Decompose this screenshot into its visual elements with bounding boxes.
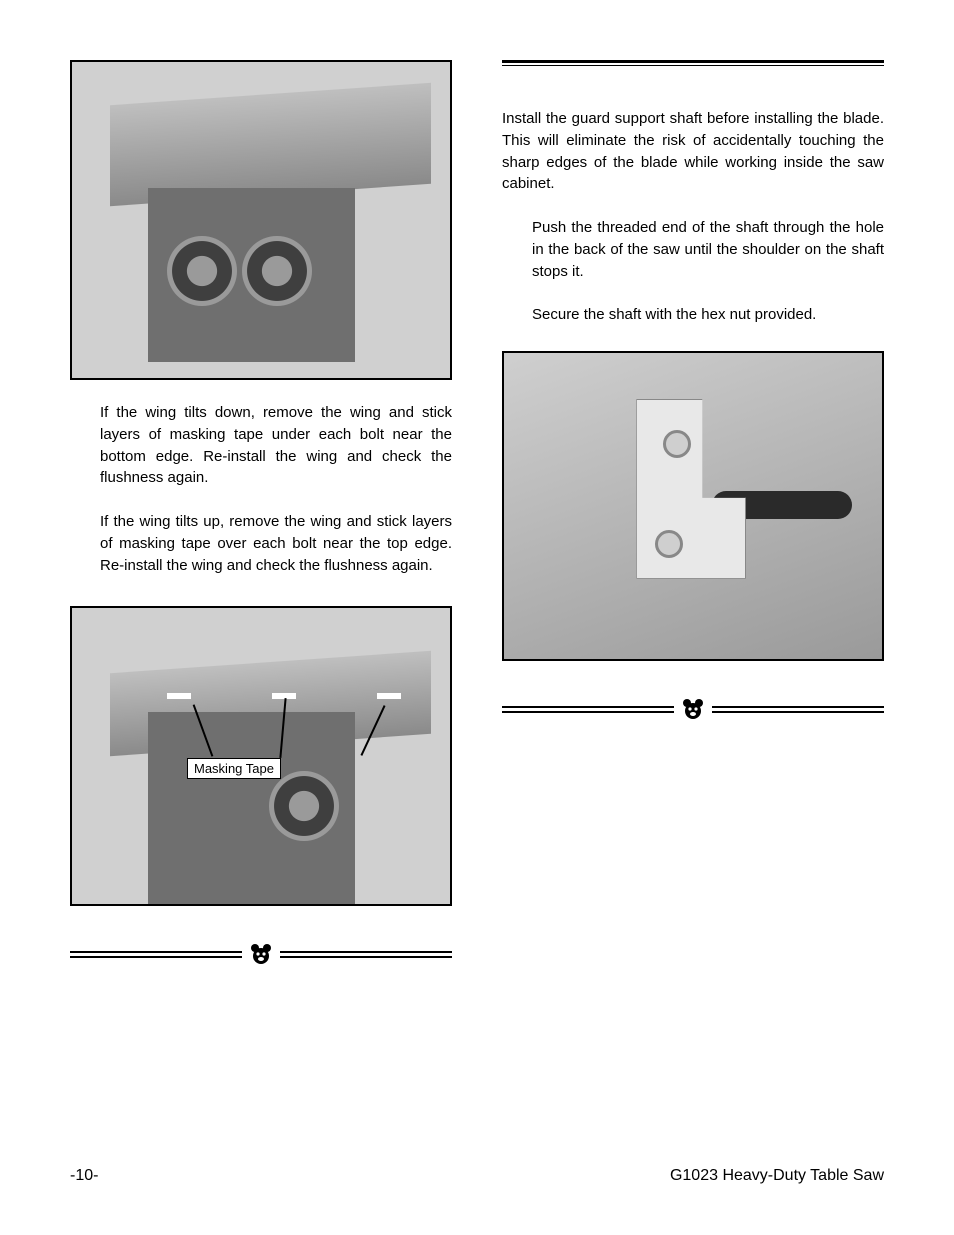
photo-handwheel — [167, 236, 237, 306]
divider-lines-left — [502, 706, 674, 713]
divider-lines-right — [712, 706, 884, 713]
guard-shaft-step2-text: Secure the shaft with the hex nut provid… — [502, 304, 884, 326]
section-divider — [502, 696, 884, 722]
page-footer: -10- G1023 Heavy-Duty Table Saw — [70, 1137, 884, 1185]
guard-shaft-intro-text: Install the guard support shaft before i… — [502, 108, 884, 195]
section-divider — [70, 941, 452, 967]
divider-lines-left — [70, 951, 242, 958]
bear-logo-icon — [248, 941, 274, 967]
photo-tape-strip — [377, 693, 401, 699]
section-heading-rule — [502, 60, 884, 66]
photo-handwheel — [242, 236, 312, 306]
photo-tape-strip — [167, 693, 191, 699]
wing-tilts-down-text: If the wing tilts down, remove the wing … — [70, 402, 452, 489]
wing-tilts-up-text: If the wing tilts up, remove the wing an… — [70, 511, 452, 576]
left-column: If the wing tilts down, remove the wing … — [70, 60, 452, 1137]
divider-lines-right — [280, 951, 452, 958]
photo-bolt — [663, 430, 691, 458]
photo-table-top — [110, 82, 431, 206]
bear-logo-icon — [680, 696, 706, 722]
document-title: G1023 Heavy-Duty Table Saw — [670, 1167, 884, 1185]
photo-handwheel — [269, 771, 339, 841]
right-column: Install the guard support shaft before i… — [502, 60, 884, 1137]
masking-tape-label: Masking Tape — [187, 758, 281, 779]
page: If the wing tilts down, remove the wing … — [0, 0, 954, 1235]
figure-guard-shaft — [502, 351, 884, 661]
figure-masking-tape: Masking Tape — [70, 606, 452, 906]
figure-saw-installed-wing — [70, 60, 452, 380]
two-column-layout: If the wing tilts down, remove the wing … — [70, 60, 884, 1137]
guard-shaft-step1-text: Push the threaded end of the shaft throu… — [502, 217, 884, 282]
page-number: -10- — [70, 1167, 98, 1185]
